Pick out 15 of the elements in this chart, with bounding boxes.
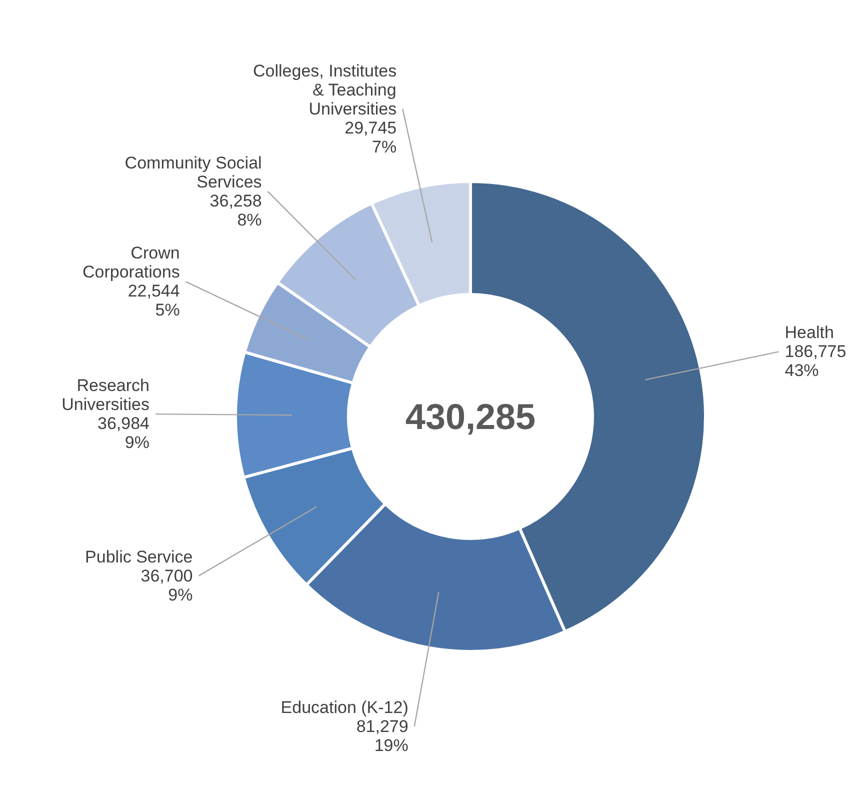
data-label: 81,279 19% bbox=[356, 716, 408, 755]
data-label: 186,775 43% bbox=[784, 342, 846, 380]
data-label: 29,745 7% bbox=[344, 118, 397, 156]
slice-label: Education (K-12) bbox=[280, 698, 408, 717]
data-label: 36,700 9% bbox=[140, 566, 193, 604]
slice-label: Research Universities bbox=[62, 376, 150, 414]
data-label: 22,544 5% bbox=[128, 282, 180, 320]
slice-label: Colleges, Institutes & Teaching Universities bbox=[253, 61, 397, 118]
data-label: 36,258 8% bbox=[210, 191, 262, 230]
data-label: 36,984 9% bbox=[98, 414, 150, 452]
slice-label: Crown Corporations bbox=[82, 244, 180, 282]
slice-label: Public Service bbox=[85, 547, 193, 566]
slice-label: Health bbox=[784, 323, 834, 342]
slice-label: Community Social Services bbox=[124, 153, 262, 192]
text: 430,285 bbox=[405, 396, 536, 437]
